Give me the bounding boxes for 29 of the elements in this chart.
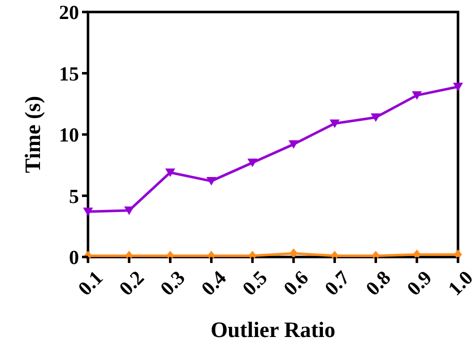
- y-tick-label: 15: [59, 63, 79, 86]
- y-axis-title: Time (s): [20, 96, 45, 174]
- x-tick-label: 0.4: [198, 266, 231, 300]
- y-tick-label: 0: [69, 247, 79, 269]
- point: [165, 168, 176, 177]
- y-tick-label: 20: [59, 2, 79, 24]
- x-tick-label: 1.0: [444, 266, 474, 300]
- point: [454, 250, 462, 260]
- point: [370, 113, 381, 122]
- x-axis-title: Outlier Ratio: [210, 317, 336, 342]
- x-tick-label: 0.6: [280, 266, 313, 300]
- x-tick-label: 0.9: [403, 266, 436, 300]
- point: [206, 177, 216, 186]
- point: [83, 208, 93, 216]
- point: [453, 82, 463, 92]
- x-tick-label: 0.8: [362, 266, 396, 300]
- point: [290, 248, 298, 258]
- point: [247, 158, 258, 168]
- x-tick-label: 0.3: [156, 266, 190, 300]
- point: [124, 206, 134, 215]
- y-tick-label: 10: [59, 124, 79, 146]
- x-tick-label: 0.2: [115, 266, 149, 300]
- point: [330, 119, 340, 128]
- y-tick-label: 5: [69, 186, 79, 208]
- x-tick-label: 0.5: [238, 266, 272, 300]
- x-tick-label: 0.7: [320, 266, 354, 300]
- x-tick-label: 0.1: [74, 266, 108, 300]
- point: [288, 140, 299, 149]
- point: [412, 91, 422, 100]
